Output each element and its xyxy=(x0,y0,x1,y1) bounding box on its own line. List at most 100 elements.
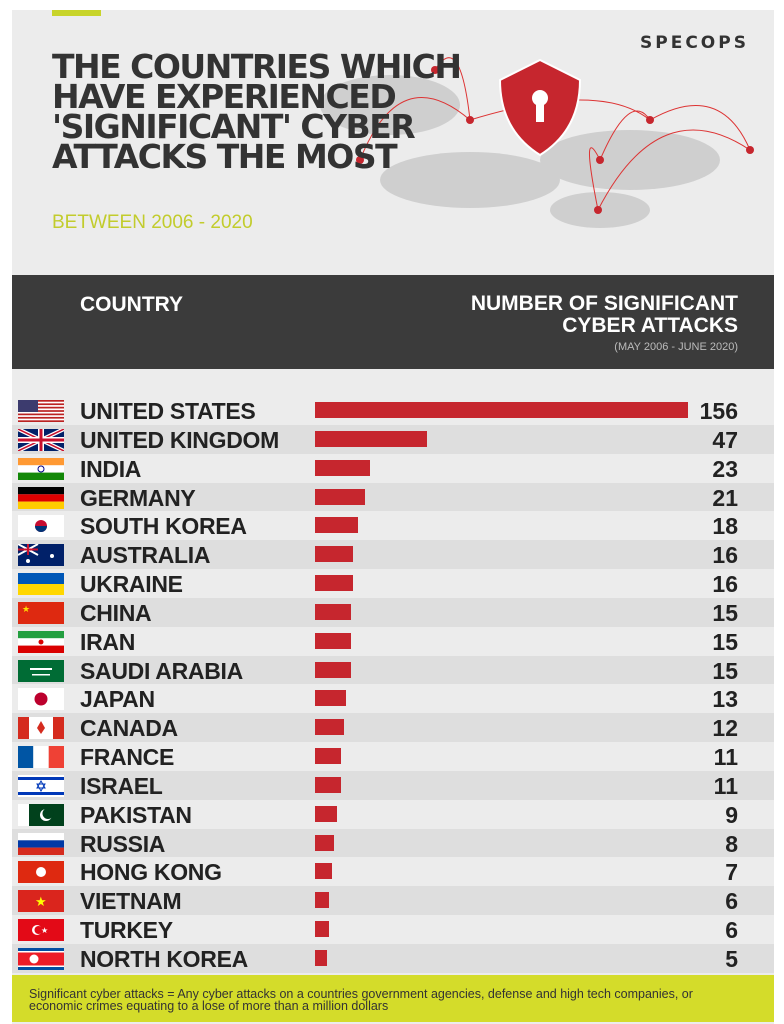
column-header-band: COUNTRY NUMBER OF SIGNIFICANT CYBER ATTA… xyxy=(12,275,774,369)
country-label: JAPAN xyxy=(80,686,155,713)
bar xyxy=(315,661,351,678)
table-row: UKRAINE 16 xyxy=(12,569,774,598)
flag-icon xyxy=(18,486,64,509)
flag-icon xyxy=(18,457,64,480)
column-header-country: COUNTRY xyxy=(80,293,184,316)
data-label: 12 xyxy=(712,715,738,742)
bar xyxy=(315,517,359,534)
country-label: UKRAINE xyxy=(80,571,183,598)
bar xyxy=(315,834,335,851)
bar xyxy=(315,776,342,793)
flag-icon xyxy=(18,832,64,855)
table-row: SAUDI ARABIA 15 xyxy=(12,655,774,685)
country-label: RUSSIA xyxy=(80,830,166,857)
bar xyxy=(315,632,351,649)
country-label: CANADA xyxy=(80,715,178,742)
data-label: 21 xyxy=(712,484,738,511)
data-label: 156 xyxy=(699,398,738,424)
world-map-shield-illustration xyxy=(320,57,754,228)
data-label: 11 xyxy=(713,744,738,771)
table-row: UNITED STATES 156 xyxy=(12,396,774,425)
table-row: CANADA 12 xyxy=(12,713,774,743)
data-label: 9 xyxy=(725,801,738,828)
data-label: 6 xyxy=(725,888,738,915)
table-row: NORTH KOREA 5 xyxy=(12,943,774,973)
country-label: HONG KONG xyxy=(80,859,222,886)
country-label: VIETNAM xyxy=(80,888,182,915)
flag-icon xyxy=(18,717,64,740)
table-row: GERMANY 21 xyxy=(12,482,774,512)
svg-text:★: ★ xyxy=(35,894,47,909)
data-label: 11 xyxy=(713,772,738,799)
bar xyxy=(315,748,342,765)
svg-text:★: ★ xyxy=(22,604,30,614)
accent-bar xyxy=(52,10,101,16)
column-header-number: NUMBER OF SIGNIFICANT CYBER ATTACKS xyxy=(470,292,738,337)
data-label: 15 xyxy=(712,657,738,684)
footer-note: Significant cyber attacks = Any cyber at… xyxy=(29,987,693,1013)
data-label: 16 xyxy=(712,571,738,598)
flag-icon xyxy=(18,400,64,422)
table-row: PAKISTAN 9 xyxy=(12,800,774,829)
table-row: HONG KONG 7 xyxy=(12,857,774,886)
table-row: IRAN 15 xyxy=(12,627,774,656)
country-label: TURKEY xyxy=(80,917,173,944)
bar xyxy=(315,546,354,563)
flag-icon xyxy=(18,630,64,653)
bar xyxy=(315,690,347,707)
country-label: NORTH KOREA xyxy=(80,945,248,972)
country-label: FRANCE xyxy=(80,744,175,771)
country-label: GERMANY xyxy=(80,484,196,511)
flag-icon xyxy=(18,688,64,711)
country-label: IRAN xyxy=(80,628,136,655)
data-label: 47 xyxy=(712,426,738,453)
table-row: JAPAN 13 xyxy=(12,684,774,713)
bar xyxy=(315,892,330,909)
flag-icon xyxy=(18,573,64,596)
table-row: RUSSIA 8 xyxy=(12,828,774,858)
country-label: SAUDI ARABIA xyxy=(80,657,243,684)
flag-icon xyxy=(18,947,64,970)
bar xyxy=(315,603,351,620)
data-label: 15 xyxy=(712,599,738,626)
bar xyxy=(315,575,354,592)
flag-icon: ★ xyxy=(18,919,64,942)
table-row: ★ TURKEY 6 xyxy=(12,915,774,944)
specops-logo: SPECOPS xyxy=(640,33,749,53)
bar xyxy=(315,402,688,418)
data-label: 15 xyxy=(712,628,738,655)
flag-icon xyxy=(18,861,64,884)
bar xyxy=(315,949,327,966)
country-label: CHINA xyxy=(80,599,152,626)
flag-icon xyxy=(18,515,64,538)
country-label: UNITED KINGDOM xyxy=(80,426,279,453)
flag-icon: ★ xyxy=(18,890,64,913)
bar xyxy=(315,805,337,822)
bar xyxy=(315,430,428,447)
flag-icon xyxy=(18,544,64,567)
flag-icon xyxy=(18,428,64,451)
data-label: 6 xyxy=(725,917,738,944)
table-row: ★ CHINA 15 xyxy=(12,597,774,627)
bar xyxy=(315,921,330,938)
bar xyxy=(315,459,370,476)
country-label: SOUTH KOREA xyxy=(80,513,247,540)
flag-icon xyxy=(18,774,64,797)
table-row: ISRAEL 11 xyxy=(12,770,774,800)
flag-icon: ★ xyxy=(18,601,64,624)
table-row: SOUTH KOREA 18 xyxy=(12,511,774,540)
data-label: 18 xyxy=(712,513,738,540)
flag-icon xyxy=(18,659,64,682)
svg-text:★: ★ xyxy=(41,926,48,935)
country-label: PAKISTAN xyxy=(80,801,192,828)
table-row: UNITED KINGDOM 47 xyxy=(12,424,774,454)
data-label: 23 xyxy=(712,455,738,482)
data-label: 16 xyxy=(712,542,738,569)
table-row: AUSTRALIA 16 xyxy=(12,540,774,570)
country-label: UNITED STATES xyxy=(80,398,256,424)
data-label: 13 xyxy=(712,686,738,713)
footer-note-band: Significant cyber attacks = Any cyber at… xyxy=(12,975,774,1022)
table-row: FRANCE 11 xyxy=(12,742,774,771)
country-label: INDIA xyxy=(80,455,142,482)
data-label: 7 xyxy=(725,859,738,886)
